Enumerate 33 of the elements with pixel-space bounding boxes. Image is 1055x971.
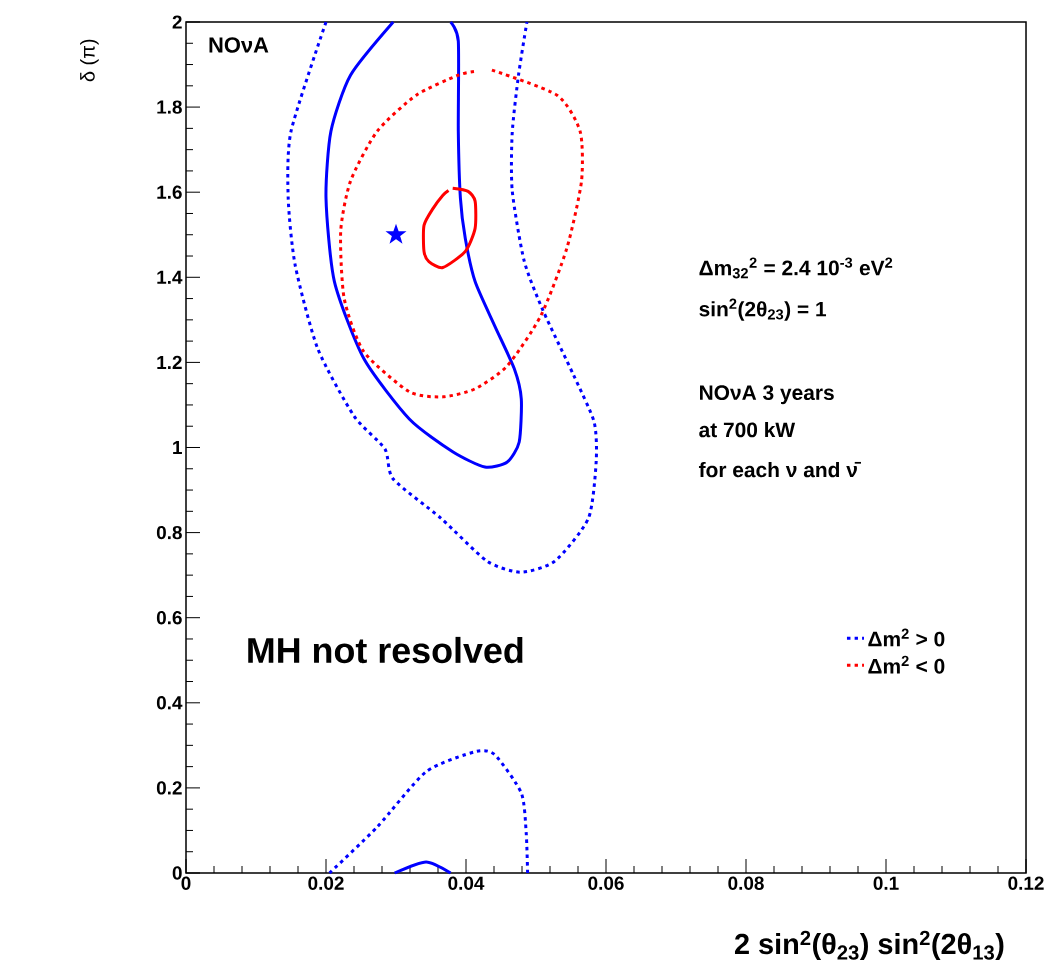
annotation: NOνA <box>209 37 269 53</box>
annotation: Δm$_{32}$$^{2}$ = 2.4 10$^{-3}$ eV$^{2}$ <box>699 257 893 279</box>
annotation: sin$^{2}$(2θ$_{23}$) = 1 <box>699 298 827 321</box>
x-tick-label: 0.1 <box>873 876 899 890</box>
x-tick-label: 0.08 <box>728 876 764 890</box>
x-tick-label: 0.12 <box>1008 876 1044 890</box>
line-series <box>286 20 598 574</box>
y-tick-label: 0.6 <box>156 610 182 625</box>
y-tick-label: 1.2 <box>157 355 182 369</box>
y-tick-label: 0.2 <box>156 781 182 795</box>
line-series <box>421 186 478 270</box>
y-tick-label: 1.4 <box>157 270 183 284</box>
x-tick-label: 0.06 <box>588 876 624 890</box>
y-tick-label: 0.8 <box>156 525 182 540</box>
y-tick-label: 1.8 <box>157 100 182 114</box>
line-series <box>328 749 530 875</box>
annotation: MH not resolved <box>248 636 523 664</box>
y-tick-label: 0 <box>172 866 182 880</box>
y-tick-label: 1 <box>173 440 182 455</box>
legend-label: Δm$^{2}$ < 0 <box>868 655 945 674</box>
y-tick-label: 1.6 <box>157 185 182 199</box>
line-series <box>324 20 523 469</box>
annotation: NOνA 3 years <box>700 385 834 405</box>
annotation: at 700 kW <box>699 421 796 438</box>
annotation: for each ν and ν̄ <box>698 461 861 478</box>
y-tick-label: 2 <box>172 15 182 29</box>
y-axis-title: δ (π) <box>80 39 99 82</box>
line-series <box>339 68 584 399</box>
x-tick-label: 0.02 <box>308 876 344 890</box>
text: 2 sin$^{2}$(θ$_{23}$) sin$^{2}$(2θ$_{13}$) <box>734 930 1004 960</box>
legend-label: Δm$^{2}$ > 0 <box>868 628 945 647</box>
y-tick-label: 0.4 <box>156 696 183 710</box>
x-tick-label: 0.04 <box>448 876 485 890</box>
